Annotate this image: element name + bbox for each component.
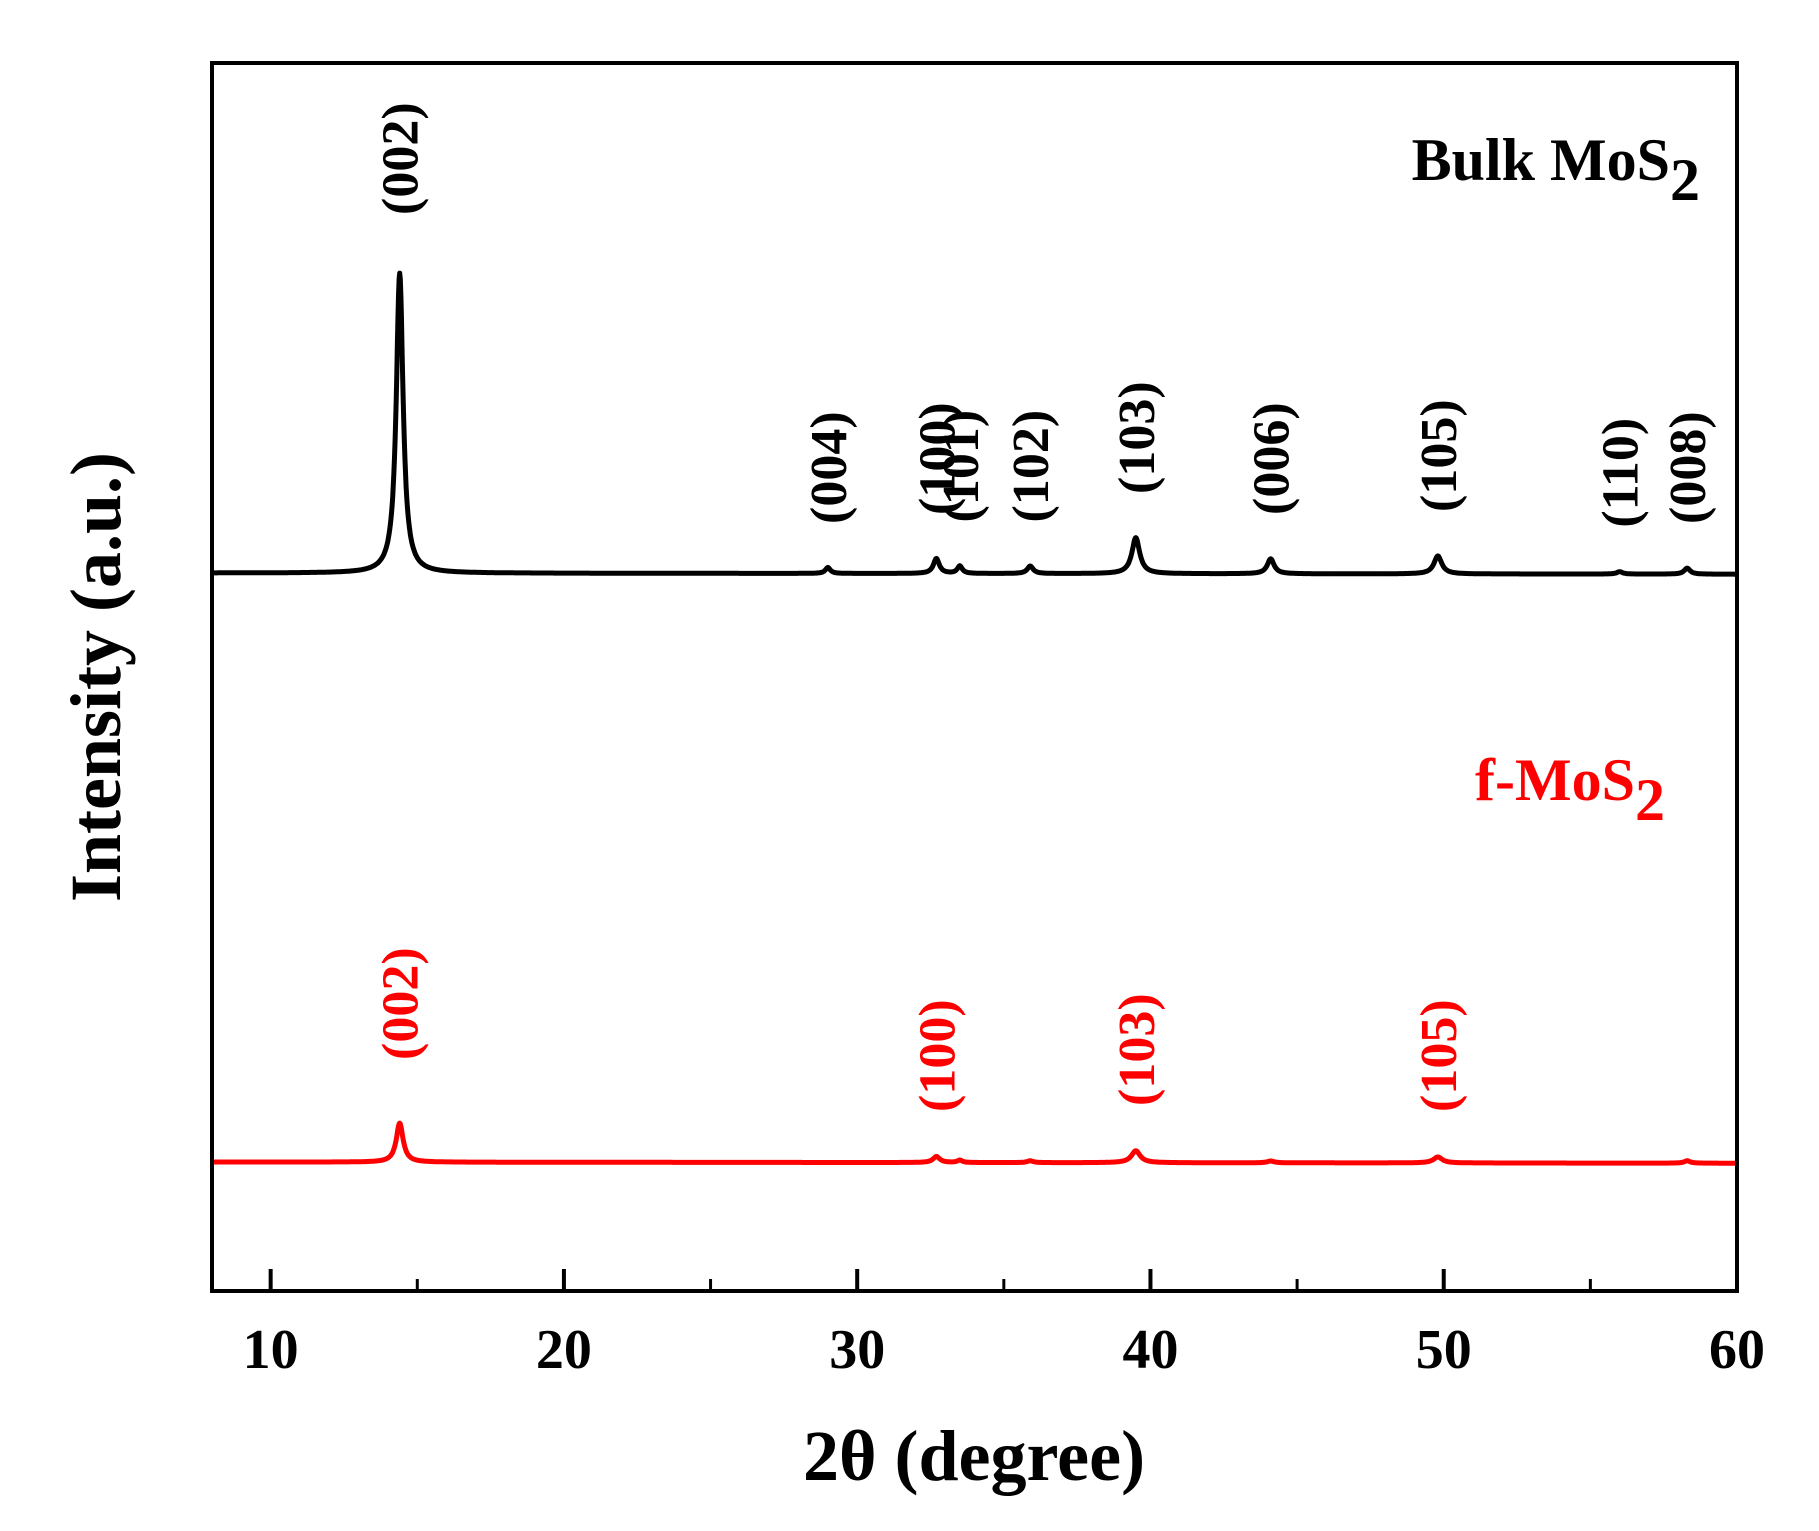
series-line — [211, 270, 1738, 577]
peak-label: (103) — [1109, 381, 1166, 494]
peak-label: (110) — [1593, 418, 1650, 528]
x-tick-label: 40 — [1122, 1319, 1178, 1381]
peak-label: (100) — [909, 402, 966, 515]
x-axis-ticks: 10 20 30 40 50 60 — [243, 1269, 1765, 1381]
peak-label: (102) — [1003, 410, 1060, 523]
series-name-subscript: 2 — [1635, 767, 1665, 833]
series-name-subscript: 2 — [1670, 147, 1700, 213]
peak-label: (006) — [1244, 402, 1301, 515]
peak-label: (002) — [373, 102, 430, 215]
x-tick-label: 60 — [1709, 1319, 1765, 1381]
peak-label: (103) — [1109, 993, 1166, 1106]
x-axis-title: 2θ (degree) — [803, 1416, 1145, 1496]
series-line — [211, 1120, 1738, 1166]
plot-area — [211, 270, 1738, 1166]
peak-label: (101) — [933, 410, 990, 523]
x-tick-label: 10 — [243, 1319, 299, 1381]
x-tick-label: 20 — [536, 1319, 592, 1381]
x-tick-label: 30 — [829, 1319, 885, 1381]
peak-label: (100) — [909, 999, 966, 1112]
x-tick-label: 50 — [1416, 1319, 1472, 1381]
peak-label: (008) — [1660, 411, 1717, 524]
y-axis-title: Intensity (a.u.) — [56, 452, 136, 902]
peak-label: (105) — [1411, 999, 1468, 1112]
peak-label: (002) — [373, 947, 430, 1060]
plot-frame — [210, 61, 1739, 1293]
peak-label: (004) — [801, 411, 858, 524]
peak-label: (105) — [1411, 399, 1468, 512]
peak-labels: (002)(004) (100)(101) (102) (103) (006) (105)… — [373, 102, 1717, 1112]
